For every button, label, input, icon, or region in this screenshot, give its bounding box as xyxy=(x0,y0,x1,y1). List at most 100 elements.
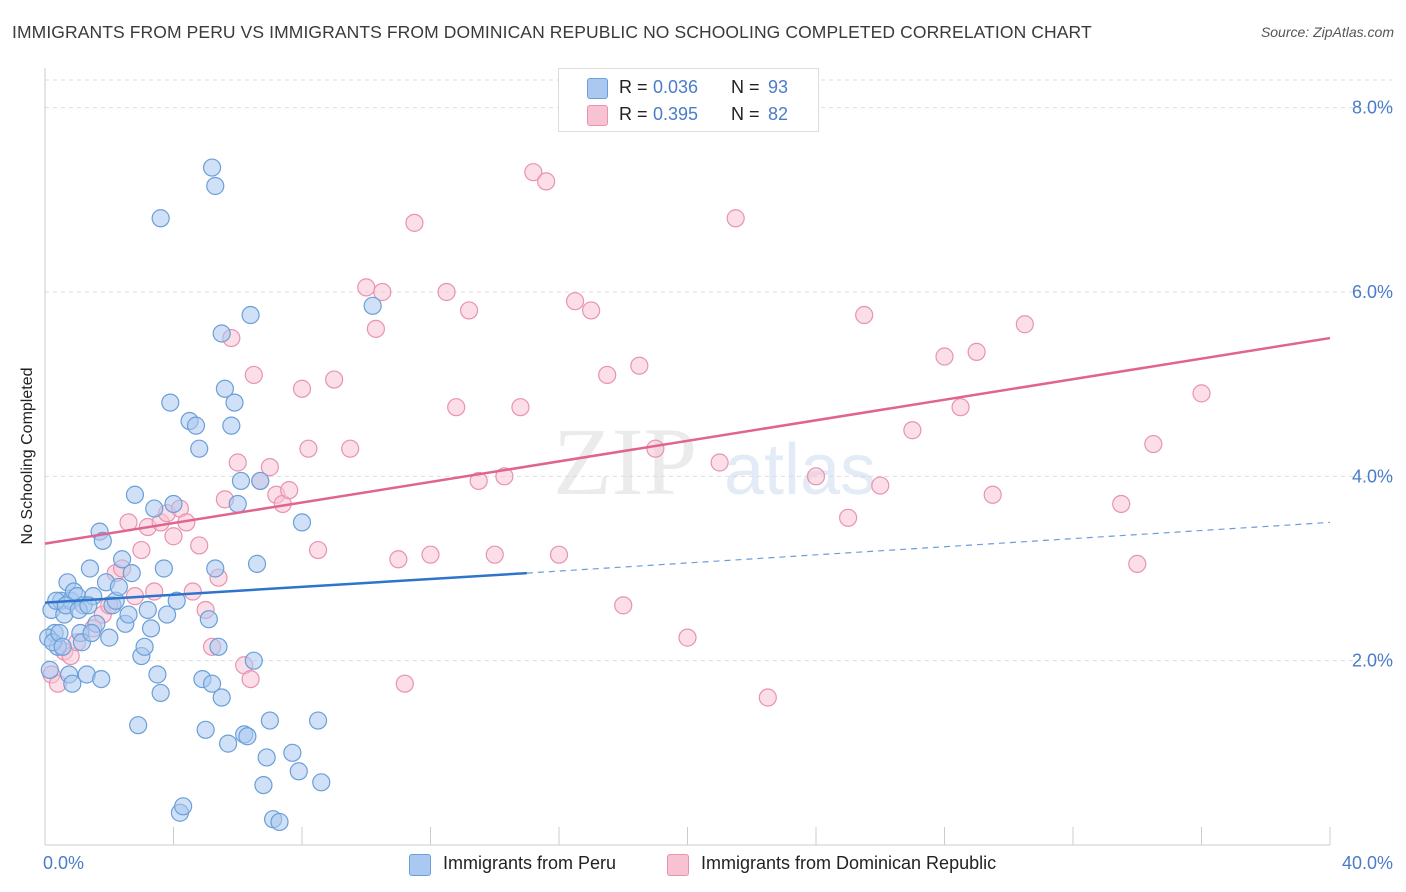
dr-point xyxy=(839,508,858,527)
dr-point xyxy=(280,481,299,500)
peru-point xyxy=(312,773,331,792)
peru-point xyxy=(308,711,328,730)
peru-point xyxy=(164,494,183,514)
watermark: ZIP atlas xyxy=(553,408,876,515)
peru-point xyxy=(260,711,279,730)
dr-point xyxy=(373,282,392,302)
dr-point xyxy=(903,421,922,440)
watermark-atlas: atlas xyxy=(724,430,876,510)
y-tick-label: 6.0% xyxy=(1352,282,1393,302)
dr-point xyxy=(366,319,385,338)
series-dominican-republic-points xyxy=(42,163,1211,707)
dr-point xyxy=(983,485,1002,504)
dr-point xyxy=(758,688,777,707)
peru-point xyxy=(270,812,289,832)
peru-point xyxy=(257,748,276,767)
dr-point xyxy=(357,278,376,297)
dr-point xyxy=(299,439,318,458)
peru-point xyxy=(289,762,308,781)
dr-point xyxy=(447,398,466,417)
dr-point xyxy=(132,540,151,560)
r-value: 0.036 xyxy=(653,77,699,97)
peru-point xyxy=(167,591,186,610)
peru-point xyxy=(215,379,234,398)
peru-point xyxy=(145,499,164,518)
peru-swatch xyxy=(587,78,608,99)
peru-point xyxy=(212,324,231,343)
peru-point xyxy=(225,393,244,412)
r-label: R = xyxy=(619,104,648,124)
legend-label-peru: Immigrants from Peru xyxy=(443,853,617,873)
dr-point xyxy=(511,398,530,417)
n-label: N = xyxy=(731,104,760,124)
legend-label-dominican-republic: Immigrants from Dominican Republic xyxy=(701,853,997,873)
dr-point xyxy=(405,213,424,232)
tick-labels: 2.0% 4.0% 6.0% 8.0% 0.0% 40.0% xyxy=(43,98,1393,873)
x-tick-label-max: 40.0% xyxy=(1342,853,1393,873)
dr-point xyxy=(646,439,665,458)
r-label: R = xyxy=(619,77,648,97)
peru-point xyxy=(161,393,180,412)
peru-point xyxy=(199,610,218,629)
dr-point xyxy=(469,471,488,491)
y-axis-title: No Schooling Completed xyxy=(19,367,36,545)
dr-point xyxy=(1128,554,1147,573)
peru-point xyxy=(63,674,82,693)
dr-point xyxy=(244,365,263,385)
dr-point xyxy=(582,301,601,320)
dr-point xyxy=(967,342,986,361)
y-tick-label: 8.0% xyxy=(1352,98,1393,118)
peru-point xyxy=(122,564,141,583)
peru-point xyxy=(212,688,231,707)
peru-point xyxy=(231,471,251,491)
series-legend: Immigrants from Peru Immigrants from Dom… xyxy=(0,852,1406,878)
peru-point xyxy=(141,619,161,638)
peru-point xyxy=(202,674,222,693)
peru-point xyxy=(254,775,273,795)
peru-point xyxy=(93,531,112,550)
dr-point xyxy=(308,540,328,560)
dr-point xyxy=(241,669,260,689)
peru-point xyxy=(174,797,193,816)
peru-trend-line xyxy=(44,571,527,604)
peru-point xyxy=(228,494,247,514)
peru-point xyxy=(135,637,154,656)
legend-row-peru: R = 0.036 N = 93 xyxy=(559,75,818,101)
peru-point xyxy=(209,637,228,656)
trend-lines xyxy=(44,336,1331,604)
dr-point xyxy=(485,545,504,564)
peru-point xyxy=(82,623,101,643)
dr-point xyxy=(164,527,183,546)
dr-point xyxy=(325,370,344,389)
peru-point xyxy=(206,559,225,578)
dr-point xyxy=(614,596,633,615)
peru-point xyxy=(92,669,111,689)
dr-point xyxy=(871,476,890,495)
axes-layer xyxy=(44,68,1331,846)
dr-point xyxy=(710,453,729,472)
dr-point xyxy=(437,282,456,302)
dr-point xyxy=(855,305,874,325)
peru-point xyxy=(241,305,260,325)
source-label: Source: ZipAtlas.com xyxy=(1260,24,1394,40)
dr-point xyxy=(292,379,312,398)
peru-point xyxy=(222,416,241,435)
peru-swatch xyxy=(409,854,431,876)
peru-point xyxy=(190,439,209,458)
dr-point xyxy=(389,550,408,569)
dr-point xyxy=(951,398,970,417)
peru-point xyxy=(283,743,302,762)
dr-point xyxy=(549,545,569,564)
peru-point xyxy=(125,485,145,504)
y-tick-label: 2.0% xyxy=(1352,651,1393,671)
peru-point xyxy=(151,683,170,703)
series-peru-points xyxy=(39,158,382,832)
y-tick-label: 4.0% xyxy=(1352,466,1393,486)
dr-point xyxy=(565,292,585,311)
peru-point xyxy=(157,605,177,624)
peru-point xyxy=(219,734,238,753)
peru-point xyxy=(138,600,157,620)
chart-title: IMMIGRANTS FROM PERU VS IMMIGRANTS FROM … xyxy=(12,22,1092,42)
peru-point xyxy=(238,727,257,746)
